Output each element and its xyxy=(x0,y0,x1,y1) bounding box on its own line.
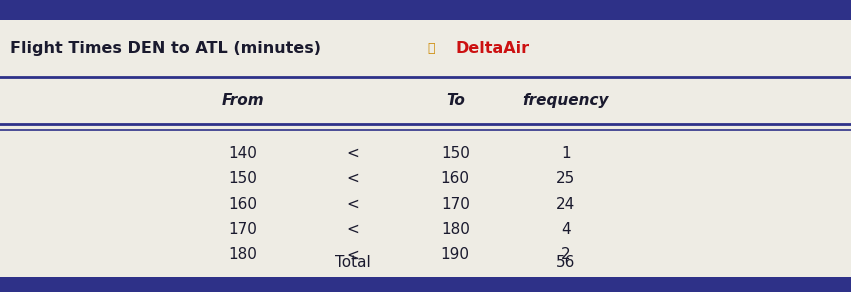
Text: 150: 150 xyxy=(228,171,257,186)
Text: 150: 150 xyxy=(441,146,470,161)
Text: <: < xyxy=(347,222,359,237)
Text: 190: 190 xyxy=(441,247,470,263)
Text: 180: 180 xyxy=(441,222,470,237)
Text: 140: 140 xyxy=(228,146,257,161)
Text: <: < xyxy=(347,197,359,212)
Text: 24: 24 xyxy=(557,197,575,212)
Text: 📂: 📂 xyxy=(427,42,435,55)
Text: <: < xyxy=(347,171,359,186)
Text: 180: 180 xyxy=(228,247,257,263)
FancyBboxPatch shape xyxy=(0,0,851,20)
Text: Total: Total xyxy=(335,255,371,270)
Text: frequency: frequency xyxy=(523,93,609,108)
Text: To: To xyxy=(446,93,465,108)
Text: 1: 1 xyxy=(561,146,571,161)
FancyBboxPatch shape xyxy=(0,277,851,292)
Text: 2: 2 xyxy=(561,247,571,263)
Text: Flight Times DEN to ATL (minutes): Flight Times DEN to ATL (minutes) xyxy=(10,41,321,56)
Text: 170: 170 xyxy=(228,222,257,237)
Text: From: From xyxy=(221,93,264,108)
Text: 160: 160 xyxy=(228,197,257,212)
Text: 56: 56 xyxy=(557,255,575,270)
Text: <: < xyxy=(347,247,359,263)
Text: <: < xyxy=(347,146,359,161)
Text: 25: 25 xyxy=(557,171,575,186)
Text: 4: 4 xyxy=(561,222,571,237)
Text: 170: 170 xyxy=(441,197,470,212)
Text: DeltaAir: DeltaAir xyxy=(455,41,529,56)
Text: 160: 160 xyxy=(441,171,470,186)
